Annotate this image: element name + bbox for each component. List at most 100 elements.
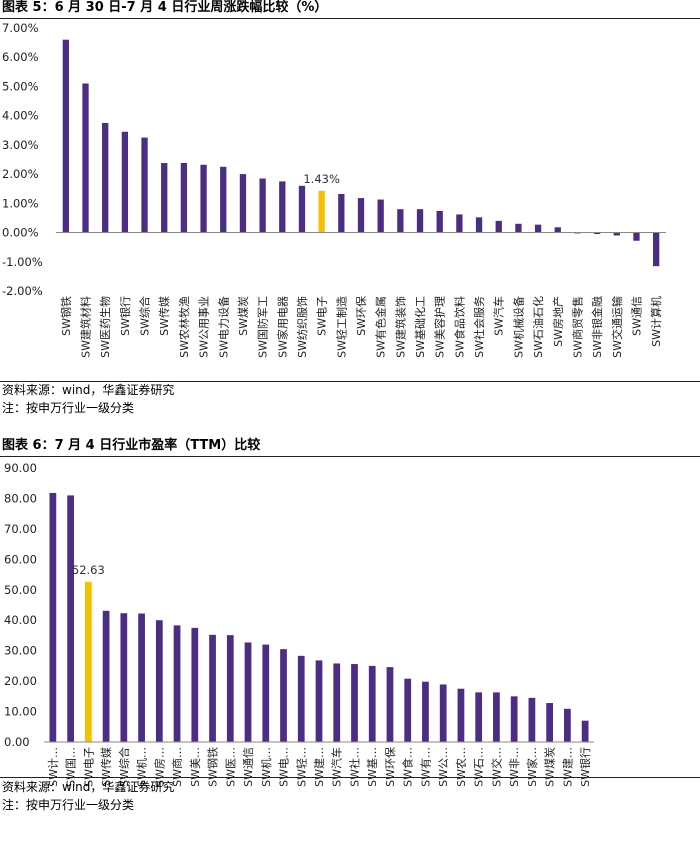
chart2-category-label: SW电子 — [82, 747, 95, 787]
chart1-bar — [397, 209, 404, 233]
chart2-bar — [457, 688, 465, 742]
chart2-category-label: SW计… — [47, 747, 60, 787]
chart2-category-label: SW家… — [525, 747, 539, 787]
chart2-bar — [102, 610, 110, 742]
chart2-y-tick-label: 0.00 — [4, 735, 30, 749]
chart1-y-tick-label: 0.00% — [2, 226, 39, 240]
chart1-weekly-change-bar-chart: 7.00% 6.00% 5.00% 4.00% 3.00% 2.00% 1.00% 0.00%… — [2, 21, 666, 358]
chart1-bar — [298, 185, 306, 233]
chart2-y-tick-label: 20.00 — [4, 674, 37, 688]
chart1-y-tick-label: 1.00% — [2, 196, 39, 210]
chart2-bar — [120, 613, 128, 742]
chart1-bar — [515, 223, 522, 233]
chart1-category-label: SW美容护理 — [433, 296, 447, 358]
chart2-category-label: SW机… — [259, 747, 273, 787]
chart1-bar — [141, 137, 148, 233]
chart1-bar — [318, 190, 325, 233]
chart1-bar — [220, 166, 227, 233]
chart1-bar — [357, 198, 365, 233]
chart2-title: 图表 6：7 月 4 日行业市盈率（TTM）比较 — [2, 438, 261, 453]
chart1-bar — [554, 227, 561, 233]
chart2-bar — [280, 649, 287, 742]
chart1-bar — [475, 217, 483, 233]
chart2-category-label: SW传媒 — [100, 747, 113, 787]
chart2-category-label: SW机… — [135, 747, 149, 787]
chart1-bar — [534, 224, 542, 233]
chart1-category-label: SW电子 — [316, 296, 329, 336]
chart2-category-label: SW综合 — [117, 747, 131, 787]
chart2-bar — [439, 684, 447, 742]
chart2-bar — [475, 692, 483, 742]
chart2-bar — [209, 634, 216, 742]
chart1-data-label: 1.43% — [303, 172, 340, 186]
chart2-bar — [368, 665, 376, 742]
chart1-category-label: SW家用电器 — [275, 296, 289, 358]
chart2-source: 资料来源：wind，华鑫证券研究 — [2, 780, 175, 794]
chart1-category-label: SW环保 — [354, 296, 368, 336]
chart2-category-label: SW食… — [401, 747, 415, 787]
chart1-source: 资料来源：wind，华鑫证券研究 — [2, 383, 175, 397]
chart2-bar — [191, 627, 199, 742]
chart2-bar — [493, 692, 500, 742]
chart2-bar — [581, 720, 589, 742]
chart1-y-tick-label: -1.00% — [2, 255, 43, 269]
chart2-bar — [67, 495, 74, 742]
chart2-bar — [262, 644, 270, 742]
chart1-bar — [180, 163, 188, 233]
chart2-bar — [138, 613, 145, 742]
chart1-bar — [416, 209, 424, 233]
chart2-category-label: SW煤炭 — [544, 747, 557, 787]
chart2-category-label: SW美… — [189, 747, 202, 787]
chart1-bar — [653, 232, 660, 267]
chart2-bar — [84, 581, 92, 742]
chart1-bar — [456, 214, 463, 233]
chart2-category-label: SW石… — [473, 747, 486, 787]
chart2-bar — [49, 492, 57, 742]
chart2-category-label: SW银行 — [578, 747, 592, 787]
chart2-category-label: SW房… — [153, 747, 166, 787]
chart1-bar — [161, 163, 168, 233]
chart1-bar — [62, 39, 69, 233]
chart1-category-label: SW基础化工 — [413, 296, 427, 358]
chart2-y-tick-label: 60.00 — [4, 552, 37, 566]
chart2-bar — [315, 660, 323, 742]
chart2-category-label: SW环保 — [383, 747, 397, 787]
chart2-bar — [404, 678, 412, 742]
chart2-y-tick-label: 90.00 — [4, 461, 37, 475]
chart2-bar — [422, 681, 429, 742]
chart2-bar — [297, 655, 305, 742]
chart2-category-label: SW医… — [224, 747, 237, 787]
chart2-category-label: SW有… — [418, 747, 432, 787]
chart1-category-label: SW食品饮料 — [452, 296, 466, 358]
chart2-category-label: SW公… — [437, 747, 450, 787]
chart1-category-label: SW社会服务 — [472, 296, 486, 358]
chart2-category-label: SW商… — [170, 747, 184, 787]
chart1-category-label: SW纺织服饰 — [295, 296, 309, 358]
chart2-bottom-rule — [0, 777, 700, 778]
chart1-category-label: SW国防军工 — [256, 296, 270, 358]
chart1-category-label: SW传媒 — [158, 296, 171, 336]
chart2-bar — [155, 620, 163, 742]
chart1-y-tick-label: 4.00% — [2, 109, 39, 123]
chart2-note: 注：按申万行业一级分类 — [2, 798, 135, 812]
chart2-bar — [510, 696, 518, 742]
chart1-category-label: SW交通运输 — [610, 296, 624, 358]
chart1-category-label: SW房地产 — [551, 296, 565, 347]
chart2-y-tick-label: 10.00 — [4, 705, 37, 719]
chart2-category-label: SW汽车 — [330, 747, 344, 787]
chart1-note: 注：按申万行业一级分类 — [2, 401, 135, 415]
chart1-bar — [82, 83, 89, 233]
chart2-category-label: SW钢铁 — [207, 747, 220, 787]
chart2-category-label: SW通信 — [242, 747, 255, 787]
chart1-bar — [338, 193, 345, 233]
chart2-category-label: SW轻… — [294, 747, 308, 787]
chart2-y-tick-label: 80.00 — [4, 491, 37, 505]
chart1-bar — [279, 181, 286, 233]
chart2-y-tick-label: 30.00 — [4, 644, 37, 658]
chart1-category-label: SW煤炭 — [237, 296, 250, 336]
chart1-category-label: SW电力设备 — [216, 296, 230, 358]
chart1-category-label: SW建筑装饰 — [393, 296, 407, 358]
chart1-bar — [613, 232, 620, 236]
chart1-category-label: SW建筑材料 — [79, 296, 93, 358]
chart1-category-label: SW通信 — [630, 296, 643, 336]
